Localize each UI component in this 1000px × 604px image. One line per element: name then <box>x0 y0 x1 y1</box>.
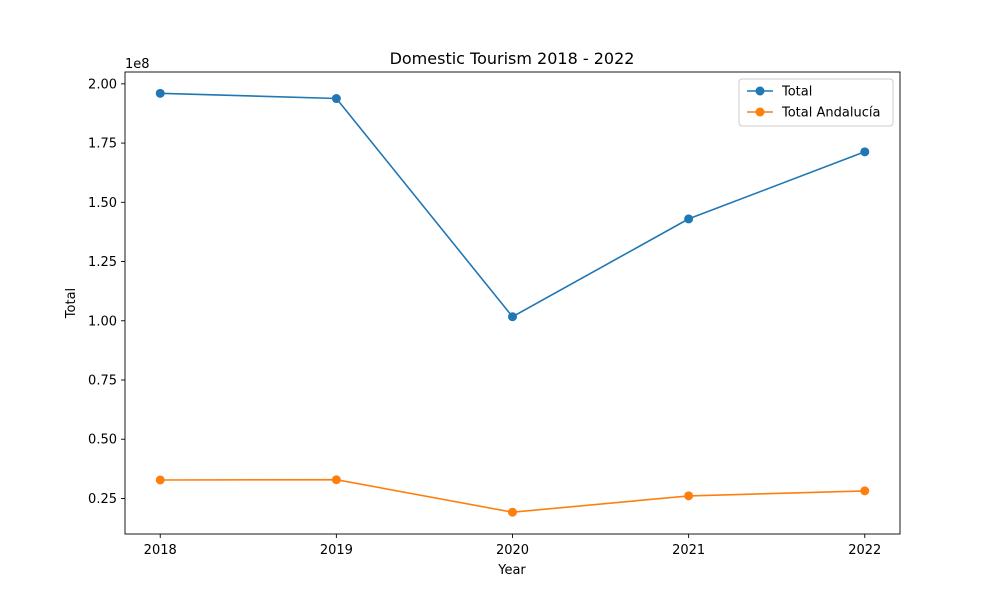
y-tick-label: 1.75 <box>88 137 117 152</box>
legend-marker <box>755 107 765 117</box>
y-tick-label: 1.25 <box>88 255 117 270</box>
data-point <box>155 88 165 98</box>
legend-label: Total Andalucía <box>781 106 880 121</box>
data-point <box>860 147 870 157</box>
data-point <box>331 94 341 104</box>
data-point <box>684 491 694 501</box>
y-tick-label: 0.25 <box>88 492 117 507</box>
chart-title: Domestic Tourism 2018 - 2022 <box>390 49 635 68</box>
data-point <box>331 475 341 485</box>
y-axis-offset-label: 1e8 <box>125 57 150 72</box>
x-tick-label: 2020 <box>496 543 529 558</box>
y-axis-label: Total <box>64 288 79 319</box>
data-point <box>508 507 517 517</box>
data-point <box>684 214 694 224</box>
y-tick-label: 2.00 <box>88 77 117 92</box>
x-tick-label: 2018 <box>144 543 177 558</box>
x-tick-label: 2022 <box>848 543 881 558</box>
legend-label: Total <box>781 85 812 100</box>
axes: 2018 2019 2020 2021 2022 0.25 0.50 0.75 1.00 1.25… <box>88 71 901 558</box>
x-tick-label: 2021 <box>672 543 705 558</box>
series-line-2 <box>160 478 865 514</box>
legend-box <box>738 78 894 127</box>
x-tick-label: 2019 <box>320 543 353 558</box>
plot-frame <box>124 71 901 535</box>
legend-marker <box>755 86 765 96</box>
series-layer <box>155 88 870 517</box>
y-tick-label: 0.50 <box>88 433 117 448</box>
data-point <box>508 312 517 322</box>
data-point <box>155 475 165 485</box>
x-axis-label: Year <box>497 563 526 578</box>
y-tick-label: 1.00 <box>88 314 117 329</box>
y-tick-label: 1.50 <box>88 196 117 211</box>
legend: Total Total Andalucía <box>738 78 894 127</box>
series-line-1 <box>160 92 866 318</box>
data-point <box>860 486 870 496</box>
y-tick-label: 0.75 <box>88 374 117 389</box>
